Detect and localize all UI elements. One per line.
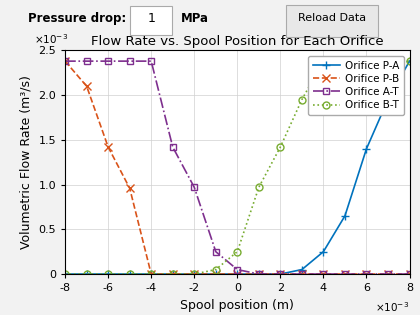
Orifice B-T — [170, 272, 175, 276]
Orifice A-T — [364, 272, 369, 276]
Orifice P-B — [342, 272, 347, 276]
Orifice A-T — [170, 145, 175, 149]
Text: Reload Data: Reload Data — [298, 14, 366, 23]
Orifice B-T — [386, 59, 391, 63]
Orifice P-A — [278, 272, 283, 276]
Legend: Orifice P-A, Orifice P-B, Orifice A-T, Orifice B-T: Orifice P-A, Orifice P-B, Orifice A-T, O… — [308, 56, 404, 115]
Orifice B-T — [299, 98, 304, 101]
Orifice B-T — [364, 59, 369, 63]
Orifice P-A — [256, 272, 261, 276]
Orifice P-B — [149, 272, 154, 276]
Orifice P-A — [127, 272, 132, 276]
Orifice P-A — [364, 147, 369, 151]
Orifice A-T — [407, 272, 412, 276]
Orifice P-A — [235, 272, 240, 276]
Orifice B-T — [192, 272, 197, 276]
Orifice P-A — [386, 98, 391, 101]
Orifice P-A — [192, 272, 197, 276]
Orifice B-T — [235, 250, 240, 254]
Text: $\times\mathregular{10^{-3}}$: $\times\mathregular{10^{-3}}$ — [34, 32, 68, 46]
Orifice P-A — [342, 214, 347, 218]
Orifice A-T — [84, 59, 89, 63]
Text: 1: 1 — [147, 12, 155, 25]
Line: Orifice P-B: Orifice P-B — [61, 57, 414, 278]
Orifice A-T — [192, 186, 197, 189]
Orifice P-B — [299, 272, 304, 276]
Orifice B-T — [213, 268, 218, 272]
Orifice P-B — [407, 272, 412, 276]
Orifice B-T — [149, 272, 154, 276]
X-axis label: Spool position (m): Spool position (m) — [180, 299, 294, 312]
Orifice B-T — [105, 272, 110, 276]
Orifice P-B — [278, 272, 283, 276]
Orifice A-T — [235, 268, 240, 272]
Orifice P-A — [170, 272, 175, 276]
Orifice B-T — [342, 59, 347, 63]
Orifice A-T — [213, 250, 218, 254]
Orifice A-T — [63, 59, 68, 63]
Orifice B-T — [63, 272, 68, 276]
Orifice P-A — [105, 272, 110, 276]
Orifice A-T — [342, 272, 347, 276]
Orifice P-B — [127, 186, 132, 190]
Orifice P-A — [149, 272, 154, 276]
Orifice P-B — [213, 272, 218, 276]
Text: Pressure drop:: Pressure drop: — [28, 12, 126, 25]
Line: Orifice A-T: Orifice A-T — [62, 58, 413, 278]
Orifice P-A — [63, 272, 68, 276]
FancyBboxPatch shape — [286, 5, 378, 37]
Orifice P-B — [170, 272, 175, 276]
Orifice P-B — [386, 272, 391, 276]
Text: MPa: MPa — [181, 12, 209, 25]
Orifice A-T — [149, 59, 154, 63]
FancyBboxPatch shape — [130, 6, 172, 35]
Orifice P-B — [321, 272, 326, 276]
Orifice B-T — [127, 272, 132, 276]
Orifice B-T — [256, 186, 261, 189]
Orifice P-B — [105, 145, 110, 149]
Text: $\times\mathregular{10^{-3}}$: $\times\mathregular{10^{-3}}$ — [375, 300, 410, 313]
Orifice A-T — [386, 272, 391, 276]
Orifice P-B — [256, 272, 261, 276]
Orifice P-A — [321, 250, 326, 254]
Orifice B-T — [84, 272, 89, 276]
Orifice P-B — [192, 272, 197, 276]
Orifice A-T — [127, 59, 132, 63]
Y-axis label: Volumetric Flow Rate (m³/s): Volumetric Flow Rate (m³/s) — [20, 75, 33, 249]
Orifice P-B — [63, 59, 68, 63]
Line: Orifice P-A: Orifice P-A — [61, 57, 414, 278]
Orifice A-T — [256, 272, 261, 276]
Orifice B-T — [321, 59, 326, 63]
Line: Orifice B-T: Orifice B-T — [62, 58, 413, 278]
Orifice P-B — [235, 272, 240, 276]
Orifice B-T — [278, 145, 283, 149]
Orifice P-A — [407, 59, 412, 63]
Orifice A-T — [105, 59, 110, 63]
Orifice B-T — [407, 59, 412, 63]
Title: Flow Rate vs. Spool Position for Each Orifice: Flow Rate vs. Spool Position for Each Or… — [91, 35, 383, 48]
Orifice P-A — [213, 272, 218, 276]
Orifice A-T — [321, 272, 326, 276]
Orifice P-A — [299, 268, 304, 272]
Orifice P-A — [84, 272, 89, 276]
Orifice P-B — [364, 272, 369, 276]
Orifice A-T — [299, 272, 304, 276]
Orifice A-T — [278, 272, 283, 276]
Orifice P-B — [84, 84, 89, 88]
